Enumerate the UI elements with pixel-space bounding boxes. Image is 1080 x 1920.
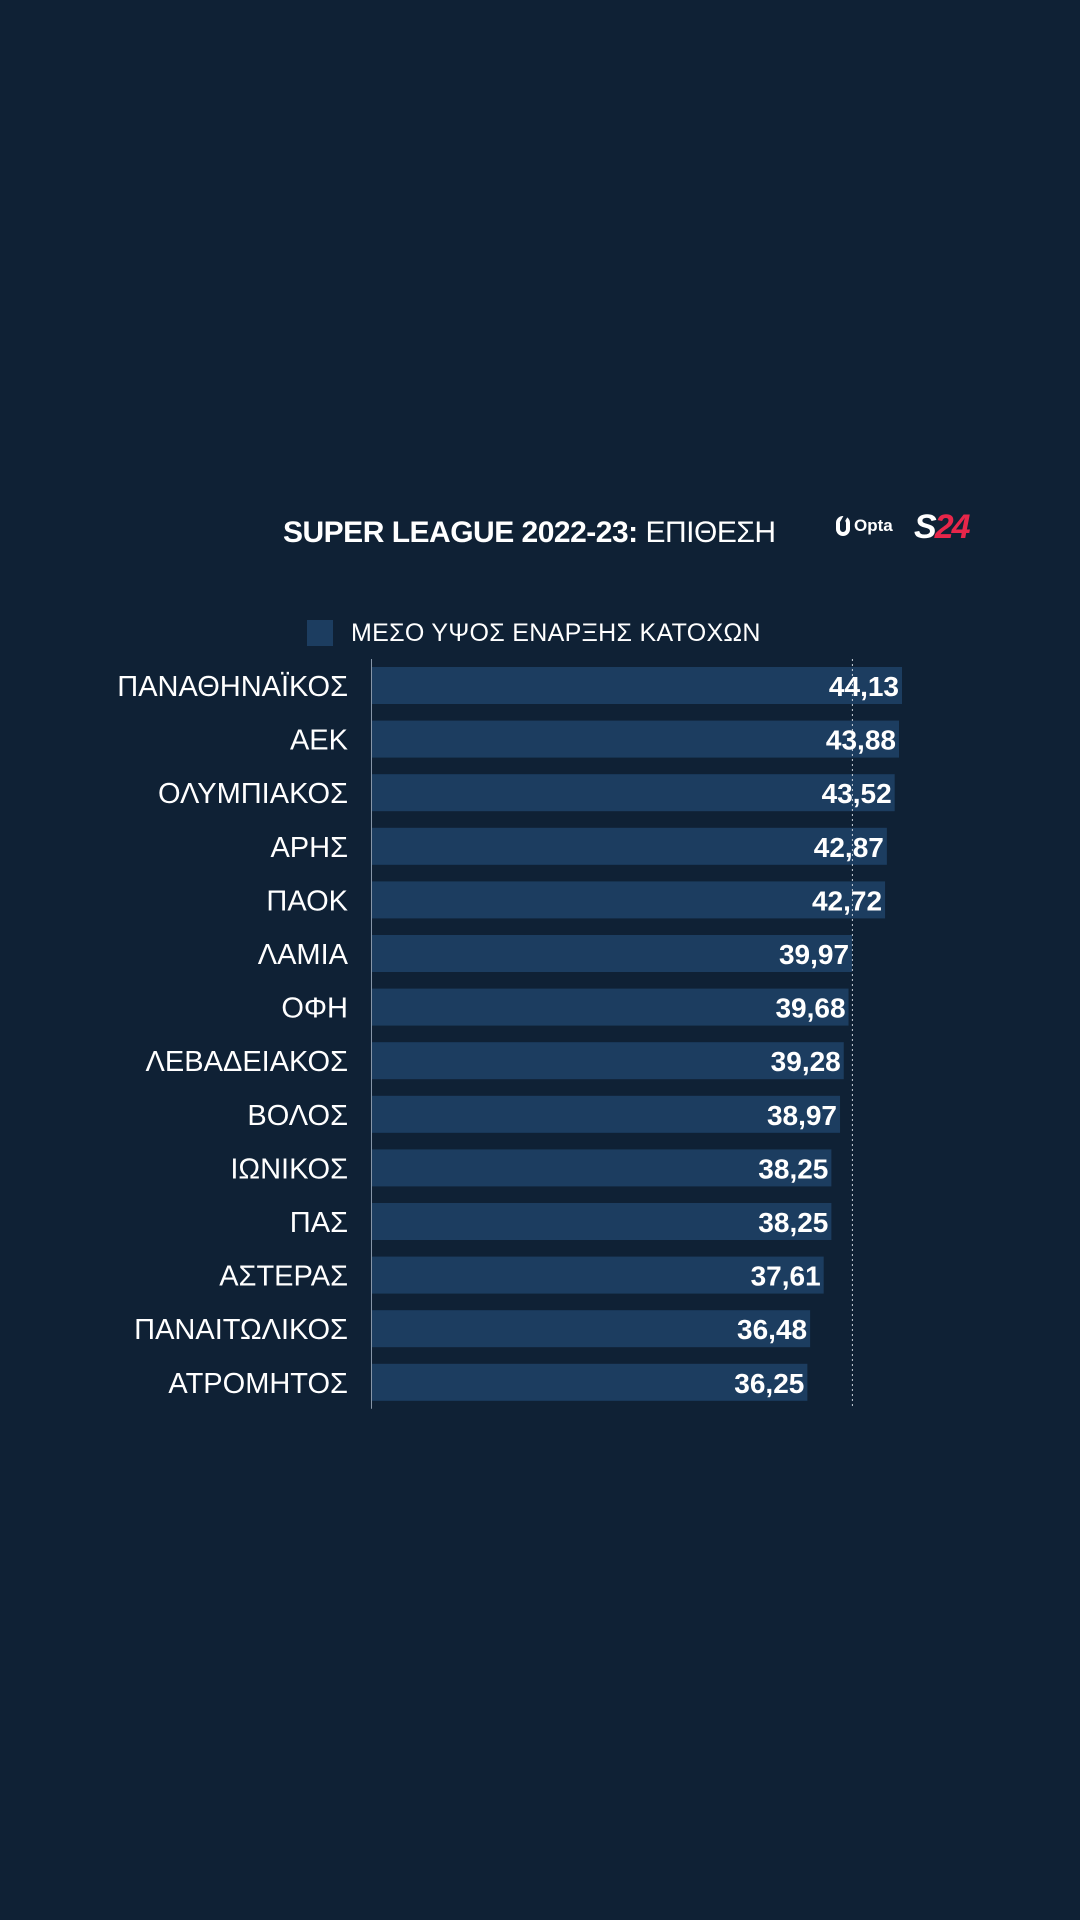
category-label: ΟΛΥΜΠΙΑΚΟΣ xyxy=(158,778,348,810)
chart-legend: ΜΕΣΟ ΥΨΟΣ ΕΝΑΡΞΗΣ ΚΑΤΟΧΩΝ xyxy=(307,618,761,648)
bar-3 xyxy=(372,774,895,812)
category-label: ΟΦΗ xyxy=(281,993,348,1025)
category-label: ΑΕΚ xyxy=(290,725,349,757)
chart-title: SUPER LEAGUE 2022-23: ΕΠΙΘΕΣΗ xyxy=(283,516,776,550)
bar-9 xyxy=(372,1095,841,1133)
value-label: 43,88 xyxy=(826,725,896,756)
value-label: 38,25 xyxy=(758,1153,828,1184)
bar-11 xyxy=(372,1203,832,1240)
s24-logo: S24 xyxy=(914,508,971,547)
value-label: 39,28 xyxy=(771,1046,841,1077)
value-label: 39,68 xyxy=(775,993,845,1024)
s24-logo-letter: S xyxy=(914,508,937,546)
opta-logo: Opta xyxy=(836,516,893,536)
value-label: 38,25 xyxy=(758,1207,828,1238)
bar-6 xyxy=(372,935,853,972)
legend-label: ΜΕΣΟ ΥΨΟΣ ΕΝΑΡΞΗΣ ΚΑΤΟΧΩΝ xyxy=(351,618,761,647)
value-label: 42,87 xyxy=(814,832,884,863)
opta-logo-text: Opta xyxy=(854,516,893,535)
bars-group xyxy=(372,667,902,1401)
value-label: 44,13 xyxy=(829,671,899,702)
value-label: 38,97 xyxy=(767,1100,837,1131)
category-label: ΠΑΟΚ xyxy=(266,885,348,917)
bar-5 xyxy=(372,881,886,919)
category-label: ΑΣΤΕΡΑΣ xyxy=(219,1261,348,1293)
title-light-part: ΕΠΙΘΕΣΗ xyxy=(637,516,776,549)
bar-12 xyxy=(372,1256,824,1294)
chart-header: SUPER LEAGUE 2022-23: ΕΠΙΘΕΣΗ Opta S24 xyxy=(0,508,1080,558)
bar-14 xyxy=(372,1363,808,1401)
value-label: 43,52 xyxy=(822,778,892,809)
bar-7 xyxy=(372,988,849,1026)
category-label: ΠΑΝΑΙΤΩΛΙΚΟΣ xyxy=(134,1314,348,1346)
bar-10 xyxy=(372,1149,832,1187)
legend-swatch xyxy=(307,620,333,646)
bar-1 xyxy=(372,667,902,704)
bar-4 xyxy=(372,827,887,865)
value-label: 37,61 xyxy=(751,1261,821,1292)
category-label: ΙΩΝΙΚΟΣ xyxy=(230,1153,348,1185)
value-label: 39,97 xyxy=(779,939,849,970)
category-label: ΑΡΗΣ xyxy=(270,832,348,864)
bar-13 xyxy=(372,1310,811,1348)
category-label: ΛΕΒΑΔΕΙΑΚΟΣ xyxy=(146,1046,348,1078)
s24-logo-number: 24 xyxy=(934,508,971,546)
category-label: ΑΤΡΟΜΗΤΟΣ xyxy=(168,1368,348,1400)
title-bold-part: SUPER LEAGUE 2022-23: xyxy=(283,516,638,549)
value-label: 42,72 xyxy=(812,885,882,916)
value-label: 36,25 xyxy=(734,1368,804,1399)
category-label: ΠΑΝΑΘΗΝΑΪΚΟΣ xyxy=(117,671,348,703)
category-label: ΠΑΣ xyxy=(290,1207,348,1239)
category-label: ΒΟΛΟΣ xyxy=(247,1100,348,1132)
bar-8 xyxy=(372,1042,844,1080)
labels-group: ΠΑΝΑΘΗΝΑΪΚΟΣ 44,13 ΑΕΚ 43,88 ΟΛΥΜΠΙΑΚΟΣ 43,52… xyxy=(117,671,899,1400)
bar-2 xyxy=(372,720,899,758)
category-label: ΛΑΜΙΑ xyxy=(258,939,349,971)
value-label: 36,48 xyxy=(737,1314,807,1345)
opta-ring-icon xyxy=(836,516,850,536)
